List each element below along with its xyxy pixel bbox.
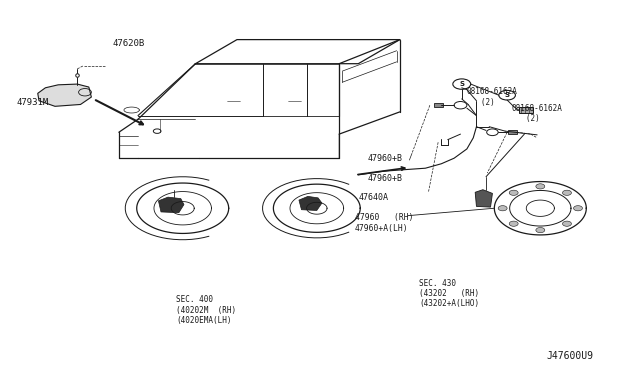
- Text: 08168-6162A
   (2): 08168-6162A (2): [467, 87, 518, 107]
- Polygon shape: [159, 197, 184, 213]
- Circle shape: [573, 206, 582, 211]
- Circle shape: [536, 184, 545, 189]
- Text: 47960+B: 47960+B: [368, 154, 403, 163]
- Bar: [434, 103, 443, 108]
- Text: S: S: [504, 92, 509, 98]
- Text: 08168-6162A
   (2): 08168-6162A (2): [511, 104, 563, 124]
- Polygon shape: [299, 196, 322, 211]
- Text: 47620B: 47620B: [113, 39, 145, 48]
- Text: 47640A: 47640A: [358, 193, 388, 202]
- Text: S: S: [460, 81, 464, 87]
- Text: SEC. 430
(43202   (RH)
(43202+A(LHO): SEC. 430 (43202 (RH) (43202+A(LHO): [419, 279, 479, 308]
- Circle shape: [536, 228, 545, 233]
- Text: 47960+B: 47960+B: [368, 174, 403, 183]
- Circle shape: [498, 206, 507, 211]
- Text: 47931M: 47931M: [17, 98, 49, 107]
- Circle shape: [563, 221, 572, 226]
- Bar: [508, 130, 516, 135]
- Polygon shape: [38, 84, 92, 106]
- Text: J47600U9: J47600U9: [547, 351, 594, 361]
- Circle shape: [563, 190, 572, 195]
- Bar: [518, 107, 532, 113]
- Polygon shape: [475, 190, 492, 207]
- Circle shape: [509, 221, 518, 226]
- Text: SEC. 400
(40202M  (RH)
(4020EMA(LH): SEC. 400 (40202M (RH) (4020EMA(LH): [176, 295, 236, 325]
- Circle shape: [509, 190, 518, 195]
- Text: 47960   (RH)
47960+A(LH): 47960 (RH) 47960+A(LH): [355, 214, 413, 233]
